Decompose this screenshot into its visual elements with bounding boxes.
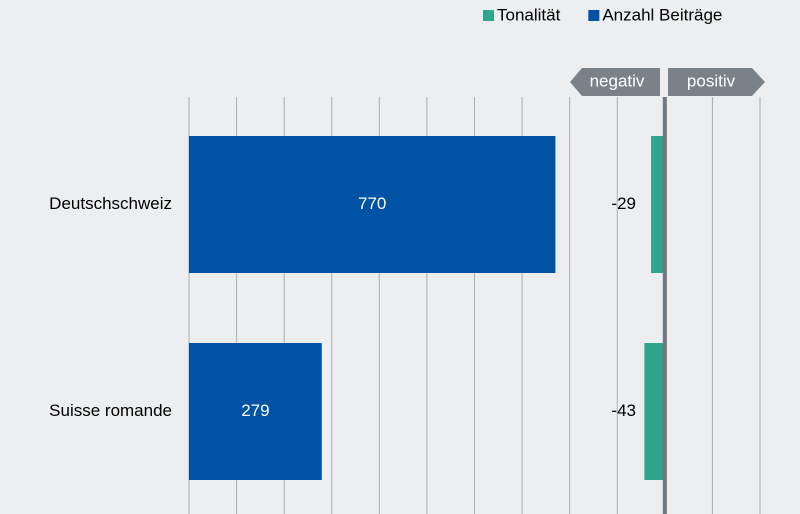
positive-arrow xyxy=(668,68,765,96)
tonality-bar xyxy=(644,343,665,480)
value-label: 279 xyxy=(241,401,269,420)
count-bar xyxy=(189,343,322,480)
category-label: Suisse romande xyxy=(49,401,172,420)
count-bar xyxy=(189,136,556,273)
value-label: 770 xyxy=(358,194,386,213)
legend-label: Anzahl Beiträge xyxy=(602,5,722,24)
annotation: negativ xyxy=(590,71,645,90)
annotation: positiv xyxy=(687,71,736,90)
negative-arrow xyxy=(570,68,660,96)
tonality-bar xyxy=(651,136,665,273)
value-label: -29 xyxy=(611,194,636,213)
legend-swatch xyxy=(483,10,494,21)
legend-label: Tonalität xyxy=(497,5,561,24)
legend-swatch xyxy=(588,10,600,21)
value-label: -43 xyxy=(611,401,636,420)
category-label: Deutschschweiz xyxy=(49,194,172,213)
